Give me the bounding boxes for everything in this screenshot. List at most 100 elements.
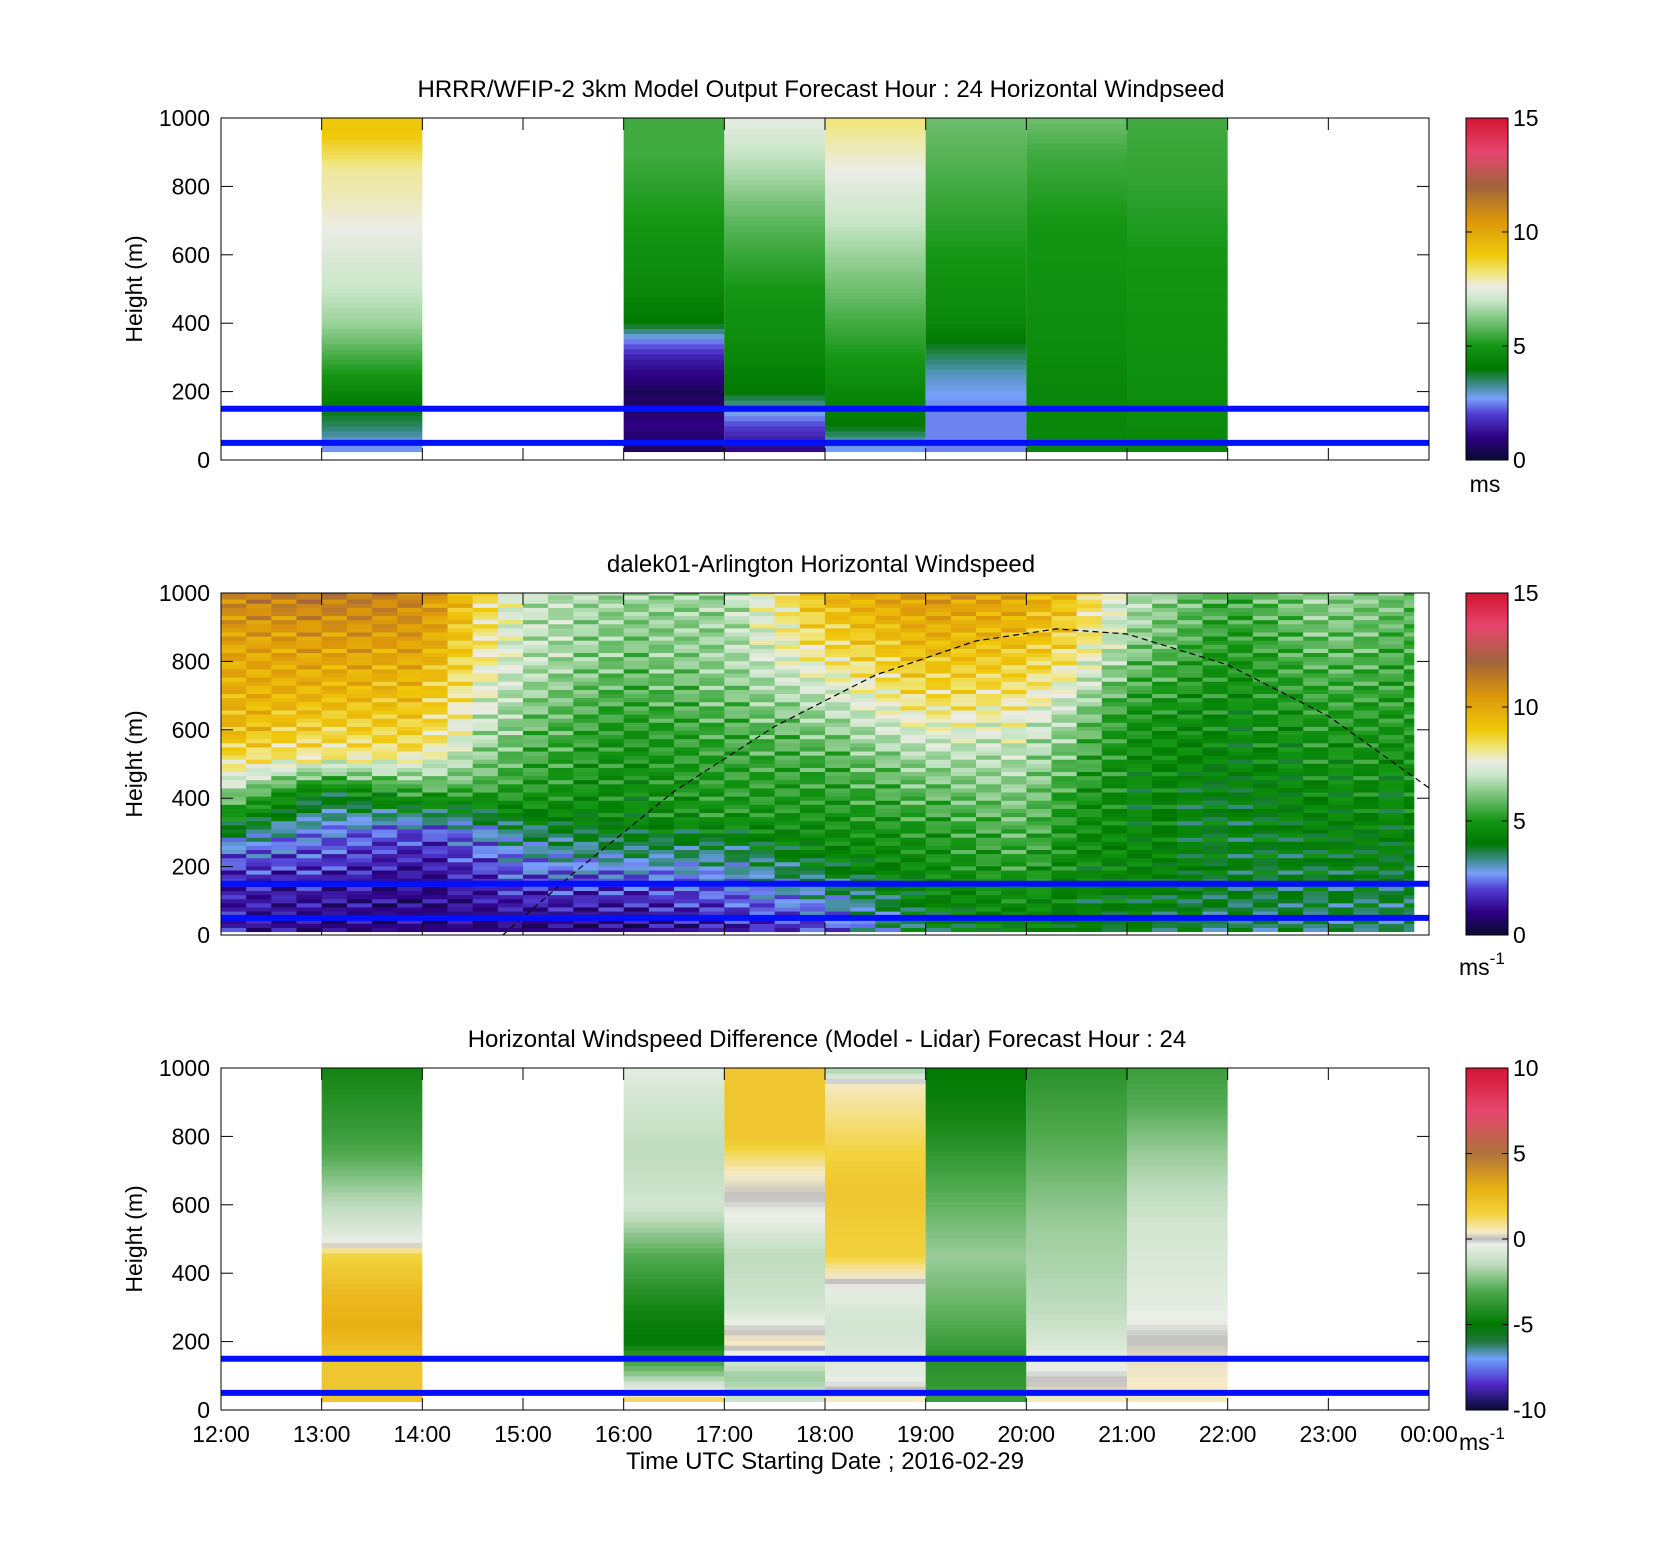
heatmap-cell — [699, 718, 725, 723]
heatmap-cell — [749, 603, 776, 608]
heatmap-cell — [422, 705, 448, 711]
heatmap-cell — [1026, 894, 1052, 900]
heatmap-cell — [1101, 828, 1128, 834]
heatmap-cell — [1026, 1329, 1127, 1336]
heatmap-cell — [825, 804, 851, 809]
heatmap-cell — [523, 714, 549, 719]
heatmap-cell — [548, 627, 574, 633]
heatmap-cell — [749, 816, 776, 822]
heatmap-cell — [1101, 714, 1128, 719]
heatmap-cell — [950, 595, 977, 600]
heatmap-cell — [372, 824, 398, 830]
heatmap-cell — [548, 599, 574, 604]
heatmap-cell — [346, 631, 373, 637]
heatmap-cell — [221, 636, 247, 641]
heatmap-cell — [925, 738, 952, 744]
heatmap-cell — [1026, 1375, 1127, 1382]
heatmap-cell — [1051, 599, 1078, 604]
heatmap-cell — [548, 816, 574, 822]
heatmap-cell — [1328, 738, 1354, 744]
heatmap-cell — [497, 755, 524, 760]
heatmap-cell — [1378, 886, 1405, 892]
heatmap-cell — [1202, 792, 1229, 797]
heatmap-cell — [1177, 755, 1203, 760]
heatmap-cell — [1152, 656, 1178, 662]
heatmap-cell — [221, 685, 247, 690]
heatmap-cell — [497, 902, 524, 908]
heatmap-cell — [1328, 771, 1354, 777]
heatmap-cell — [573, 828, 599, 834]
heatmap-cell — [246, 607, 272, 612]
heatmap-cell — [925, 837, 952, 842]
heatmap-cell — [422, 853, 448, 859]
heatmap-cell — [774, 640, 801, 645]
heatmap-cell — [472, 644, 499, 649]
heatmap-cell — [850, 865, 876, 871]
heatmap-cell — [271, 898, 297, 904]
heatmap-cell — [1051, 824, 1078, 830]
heatmap-cell — [648, 775, 675, 781]
heatmap-cell — [321, 153, 423, 160]
heatmap-cell — [321, 1252, 423, 1259]
heatmap-cell — [1001, 668, 1027, 674]
heatmap-cell — [1127, 837, 1153, 842]
heatmap-cell — [1076, 673, 1103, 678]
heatmap-cell — [724, 906, 750, 912]
heatmap-cell — [875, 796, 901, 801]
heatmap-cell — [1202, 755, 1229, 760]
heatmap-cell — [1026, 256, 1127, 263]
heatmap-cell — [1177, 894, 1203, 900]
heatmap-cell — [1303, 714, 1329, 719]
heatmap-cell — [799, 640, 826, 645]
heatmap-cell — [1026, 919, 1052, 924]
heatmap-cell — [648, 902, 675, 908]
heatmap-cell — [1152, 709, 1178, 715]
heatmap-cell — [573, 870, 599, 875]
heatmap-cell — [925, 623, 952, 629]
heatmap-cell — [472, 636, 499, 641]
heatmap-cell — [724, 169, 825, 176]
heatmap-cell — [648, 636, 675, 641]
heatmap-cell — [799, 792, 826, 797]
heatmap-cell — [472, 599, 499, 604]
heatmap-cell — [497, 804, 524, 809]
heatmap-cell — [623, 1396, 725, 1403]
heatmap-cell — [372, 619, 398, 625]
heatmap-cell — [372, 615, 398, 621]
heatmap-cell — [1177, 796, 1203, 801]
heatmap-cell — [472, 755, 499, 760]
heatmap-cell — [950, 615, 977, 621]
heatmap-cell — [346, 763, 373, 768]
heatmap-cell — [1378, 656, 1405, 662]
heatmap-cell — [623, 783, 650, 789]
heatmap-cell — [1026, 734, 1052, 740]
heatmap-cell — [1378, 898, 1405, 904]
heatmap-cell — [825, 343, 926, 350]
heatmap-cell — [397, 804, 423, 809]
heatmap-cell — [623, 800, 650, 805]
heatmap-cell — [623, 1068, 725, 1074]
heatmap-cell — [346, 812, 373, 818]
heatmap-cell — [774, 767, 801, 773]
heatmap-cell — [1101, 603, 1128, 608]
heatmap-cell — [523, 857, 549, 863]
heatmap-cell — [699, 763, 725, 768]
heatmap-cell — [623, 1114, 725, 1120]
heatmap-cell — [246, 656, 272, 662]
heatmap-cell — [1026, 861, 1052, 867]
heatmap-cell — [774, 652, 801, 658]
heatmap-cell — [1026, 722, 1052, 727]
heatmap-cell — [246, 927, 272, 933]
heatmap-cell — [1378, 894, 1405, 900]
heatmap-cell — [472, 652, 499, 658]
heatmap-cell — [523, 828, 549, 834]
heatmap-cell — [900, 714, 927, 719]
heatmap-cell — [1378, 705, 1405, 711]
heatmap-cell — [850, 656, 876, 662]
heatmap-cell — [925, 164, 1027, 170]
heatmap-cell — [1278, 865, 1304, 871]
heatmap-cell — [1278, 845, 1304, 850]
heatmap-cell — [1127, 348, 1228, 355]
heatmap-cell — [699, 668, 725, 674]
heatmap-cell — [523, 886, 549, 892]
